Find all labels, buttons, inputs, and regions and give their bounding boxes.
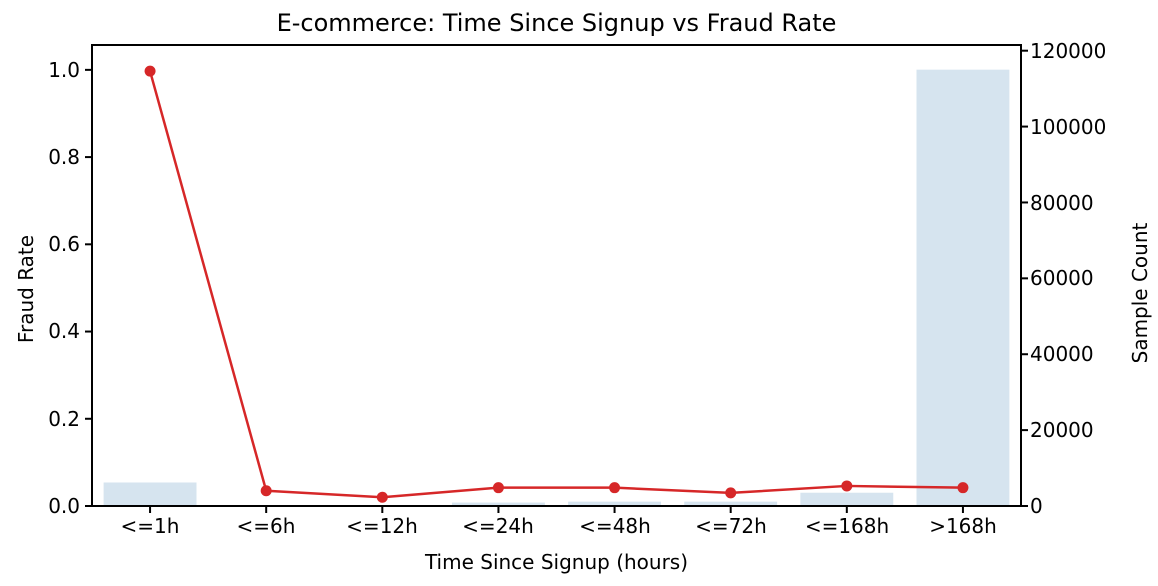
y-tick-label-right: 80000 bbox=[1030, 191, 1094, 215]
x-tick-label: <=12h bbox=[346, 514, 418, 538]
x-tick-label: <=6h bbox=[236, 514, 296, 538]
y-tick-label-right: 20000 bbox=[1030, 418, 1094, 442]
chart-title: E-commerce: Time Since Signup vs Fraud R… bbox=[276, 9, 837, 37]
x-tick-label: <=168h bbox=[804, 514, 890, 538]
x-tick-label: >168h bbox=[929, 514, 997, 538]
x-tick-label: <=1h bbox=[120, 514, 180, 538]
x-tick-label: <=48h bbox=[579, 514, 651, 538]
y-tick-label-right: 100000 bbox=[1030, 115, 1107, 139]
x-tick-label: <=24h bbox=[462, 514, 534, 538]
y-axis-label-left: Fraud Rate bbox=[14, 234, 38, 344]
y-tick-label-right: 0 bbox=[1030, 494, 1043, 518]
y-tick-label-left: 0.4 bbox=[48, 319, 80, 343]
y-tick-label-left: 0.6 bbox=[48, 232, 80, 256]
y-tick-label-left: 0.8 bbox=[48, 145, 80, 169]
x-axis-label: Time Since Signup (hours) bbox=[424, 550, 689, 574]
y-tick-label-right: 120000 bbox=[1030, 39, 1107, 63]
x-tick-label: <=72h bbox=[695, 514, 767, 538]
y-tick-label-left: 1.0 bbox=[48, 58, 80, 82]
y-tick-label-right: 40000 bbox=[1030, 342, 1094, 366]
y-tick-label-left: 0.0 bbox=[48, 494, 80, 518]
y-tick-label-left: 0.2 bbox=[48, 407, 80, 431]
y-tick-label-right: 60000 bbox=[1030, 266, 1094, 290]
